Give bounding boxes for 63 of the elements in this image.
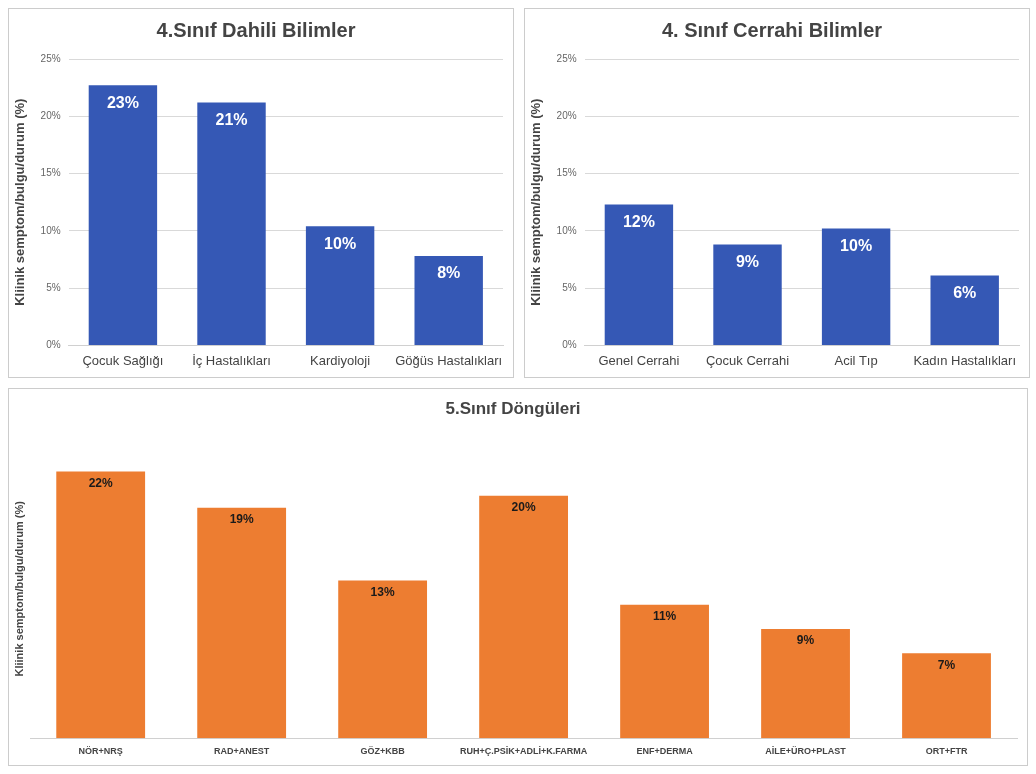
x-tick-label: Kadın Hastalıkları xyxy=(913,352,1017,368)
y-axis-title: Kliinik semptom/bulgu/durum (%) xyxy=(12,98,28,306)
bar xyxy=(620,604,709,739)
bar xyxy=(305,226,375,345)
bar xyxy=(604,204,674,345)
data-label: 19% xyxy=(229,512,254,527)
bar xyxy=(338,580,428,739)
bar xyxy=(197,102,266,345)
y-axis-title: Kliinik semptom/bulgu/durum (%) xyxy=(12,500,25,677)
y-tick-label: 10% xyxy=(40,224,61,236)
bar xyxy=(197,507,287,739)
bar xyxy=(88,85,158,345)
data-label: 10% xyxy=(840,236,873,254)
chart-title: 4. Sınıf Cerrahi Bilimler xyxy=(661,18,883,41)
data-label: 23% xyxy=(106,93,139,111)
data-label: 10% xyxy=(324,234,357,252)
y-tick-label: 15% xyxy=(556,167,577,179)
bar xyxy=(930,275,999,345)
y-tick-label: 15% xyxy=(40,167,61,179)
x-tick-label: Acil Tıp xyxy=(834,352,878,368)
y-tick-label: 25% xyxy=(40,52,61,64)
y-tick-label: 5% xyxy=(562,281,577,293)
y-tick-label: 0% xyxy=(46,339,61,351)
y-tick-label: 20% xyxy=(40,110,61,122)
y-tick-label: 10% xyxy=(556,224,577,236)
bar xyxy=(479,495,569,739)
x-tick-label: ORT+FTR xyxy=(925,746,968,757)
y-axis-title: Kliinik semptom/bulgu/durum (%) xyxy=(528,98,544,306)
bar xyxy=(761,629,850,739)
chart-title: 5.Sınıf Döngüleri xyxy=(445,398,581,418)
x-tick-label: İç Hastalıkları xyxy=(192,352,271,368)
data-label: 11% xyxy=(652,609,677,624)
data-label: 6% xyxy=(953,283,977,301)
y-tick-label: 5% xyxy=(46,281,61,293)
x-tick-label: RAD+ANEST xyxy=(214,746,270,757)
x-tick-label: ENF+DERMA xyxy=(636,746,694,757)
x-tick-label: AİLE+ÜRO+PLAST xyxy=(765,746,847,757)
x-tick-label: Genel Cerrahi xyxy=(598,352,680,368)
data-label: 9% xyxy=(735,252,760,270)
data-label: 12% xyxy=(622,212,655,230)
data-label: 21% xyxy=(215,110,248,128)
chart-title: 4.Sınıf Dahili Bilimler xyxy=(156,18,356,41)
x-tick-label: GÖZ+KBB xyxy=(360,746,406,757)
bar xyxy=(902,653,991,739)
data-label: 20% xyxy=(511,499,536,514)
data-label: 13% xyxy=(370,584,395,599)
data-label: 9% xyxy=(796,633,815,648)
x-tick-label: RUH+Ç.PSİK+ADLİ+K.FARMA xyxy=(459,746,588,757)
y-tick-label: 0% xyxy=(562,339,577,351)
x-tick-label: Çocuk Sağlığı xyxy=(82,352,164,368)
x-tick-label: Çocuk Cerrahi xyxy=(705,352,790,368)
bar xyxy=(414,256,483,345)
y-tick-label: 20% xyxy=(556,110,577,122)
data-label: 7% xyxy=(937,657,956,672)
y-tick-label: 25% xyxy=(556,52,577,64)
data-label: 22% xyxy=(88,475,114,490)
bar xyxy=(56,471,146,739)
bar xyxy=(713,244,782,345)
x-tick-label: Kardiyoloji xyxy=(310,352,371,368)
data-label: 8% xyxy=(437,264,461,282)
x-tick-label: NÖR+NRŞ xyxy=(78,746,123,757)
x-tick-label: Göğüs Hastalıkları xyxy=(395,352,503,368)
bar xyxy=(821,228,891,345)
